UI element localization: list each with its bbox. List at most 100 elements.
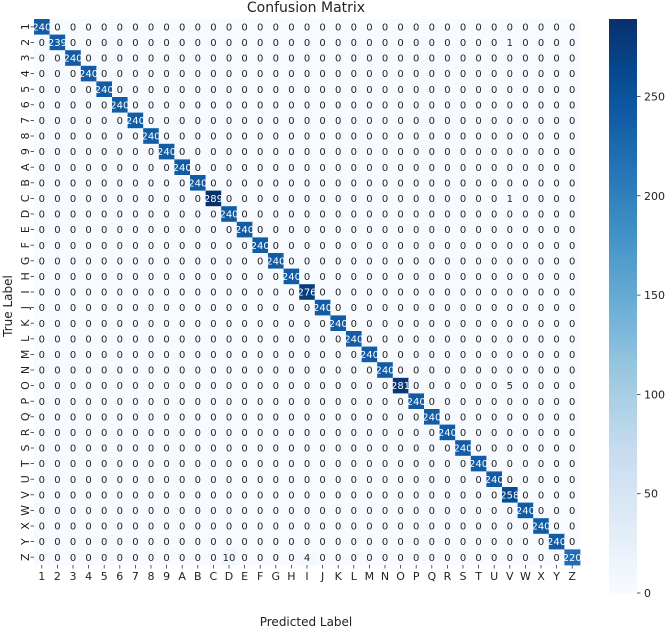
cell-value-label: 0 [444, 459, 450, 470]
heatmap-cell [236, 190, 253, 207]
heatmap-cell [49, 533, 66, 550]
cell-value-label: 0 [241, 85, 247, 96]
cell-value-label: 0 [241, 69, 247, 80]
cell-value-label: 0 [195, 210, 201, 221]
heatmap-cell [174, 65, 191, 82]
cell-value-label: 220 [563, 553, 582, 564]
cell-value-label: 0 [288, 85, 294, 96]
cell-value-label: 0 [179, 412, 185, 423]
heatmap-cell [361, 65, 378, 82]
cell-value-label: 0 [491, 553, 497, 564]
heatmap-cell [517, 221, 534, 238]
cell-value-label: 0 [179, 38, 185, 49]
heatmap-cell [96, 159, 113, 176]
heatmap-cell [361, 143, 378, 160]
cell-value-label: 0 [273, 210, 279, 221]
heatmap-cell [236, 299, 253, 316]
heatmap-cell [190, 284, 206, 301]
heatmap-cell [65, 268, 82, 285]
cell-value-label: 0 [444, 553, 450, 564]
cell-value-label: 0 [569, 194, 575, 205]
cell-value-label: 0 [39, 241, 45, 252]
heatmap-cell [439, 377, 456, 394]
heatmap-cell [205, 253, 222, 269]
cell-value-label: 0 [39, 54, 45, 65]
heatmap-cell [314, 97, 331, 113]
heatmap-cell [424, 253, 440, 269]
heatmap-cell [205, 331, 222, 347]
cell-value-label: 0 [569, 303, 575, 314]
cell-value-label: 0 [475, 22, 481, 33]
heatmap-cell [533, 455, 550, 472]
cell-value-label: 240 [126, 116, 145, 127]
cell-value-label: 0 [117, 241, 123, 252]
cell-value-label: 0 [335, 381, 341, 392]
heatmap-cell [80, 455, 97, 472]
cell-value-label: 0 [397, 22, 403, 33]
heatmap-cell [65, 65, 82, 82]
heatmap-cell [127, 393, 144, 410]
cell-value-label: 0 [288, 147, 294, 158]
y-tick-label: S [19, 444, 32, 451]
cell-value-label: 0 [226, 225, 232, 236]
heatmap-cell [424, 237, 440, 254]
heatmap-cell [346, 299, 362, 316]
cell-value-label: 0 [304, 85, 310, 96]
heatmap-cell [190, 471, 206, 488]
cell-value-label: 0 [429, 272, 435, 283]
heatmap-cell [299, 424, 316, 441]
cell-value-label: 0 [366, 490, 372, 501]
cell-value-label: 0 [117, 54, 123, 65]
heatmap-cell [158, 331, 175, 347]
heatmap-cell [143, 253, 160, 269]
heatmap-cell [392, 237, 409, 254]
heatmap-cell [49, 284, 66, 301]
cell-value-label: 0 [475, 241, 481, 252]
cell-value-label: 0 [101, 54, 107, 65]
cell-value-label: 0 [366, 54, 372, 65]
cell-value-label: 0 [507, 412, 513, 423]
heatmap-cell [533, 81, 550, 98]
cell-value-label: 0 [117, 553, 123, 564]
heatmap-cell [517, 315, 534, 332]
cell-value-label: 0 [288, 319, 294, 330]
y-tick-label: K [19, 319, 32, 327]
cell-value-label: 0 [319, 272, 325, 283]
cell-value-label: 0 [70, 381, 76, 392]
heatmap-cell [205, 393, 222, 410]
cell-value-label: 0 [226, 506, 232, 517]
heatmap-cell [34, 393, 50, 410]
cell-value-label: 0 [429, 22, 435, 33]
cell-value-label: 0 [507, 553, 513, 564]
heatmap-cell [470, 97, 487, 113]
cell-value-label: 0 [54, 288, 60, 299]
cell-value-label: 0 [163, 522, 169, 533]
heatmap-cell [205, 34, 222, 51]
heatmap-cell [299, 315, 316, 332]
heatmap-cell [221, 315, 238, 332]
cell-value-label: 0 [491, 194, 497, 205]
cell-value-label: 0 [241, 444, 247, 455]
cell-value-label: 0 [507, 319, 513, 330]
heatmap-cell [80, 128, 97, 145]
cell-value-label: 0 [54, 132, 60, 143]
heatmap-cell [49, 362, 66, 379]
heatmap-cell [49, 487, 66, 503]
x-tick-label: G [272, 570, 281, 583]
cell-value-label: 0 [538, 350, 544, 361]
cell-value-label: 0 [54, 506, 60, 517]
cell-value-label: 0 [273, 69, 279, 80]
cell-value-label: 0 [101, 334, 107, 345]
cell-value-label: 0 [413, 69, 419, 80]
cell-value-label: 0 [70, 475, 76, 486]
cell-value-label: 0 [304, 506, 310, 517]
heatmap-cell [564, 65, 581, 82]
y-tick-label: B [19, 179, 32, 187]
cell-value-label: 0 [522, 334, 528, 345]
heatmap-cell [252, 393, 269, 410]
heatmap-cell [564, 128, 581, 145]
cell-value-label: 0 [210, 116, 216, 127]
cell-value-label: 0 [226, 116, 232, 127]
cell-value-label: 0 [444, 85, 450, 96]
cell-value-label: 0 [507, 428, 513, 439]
